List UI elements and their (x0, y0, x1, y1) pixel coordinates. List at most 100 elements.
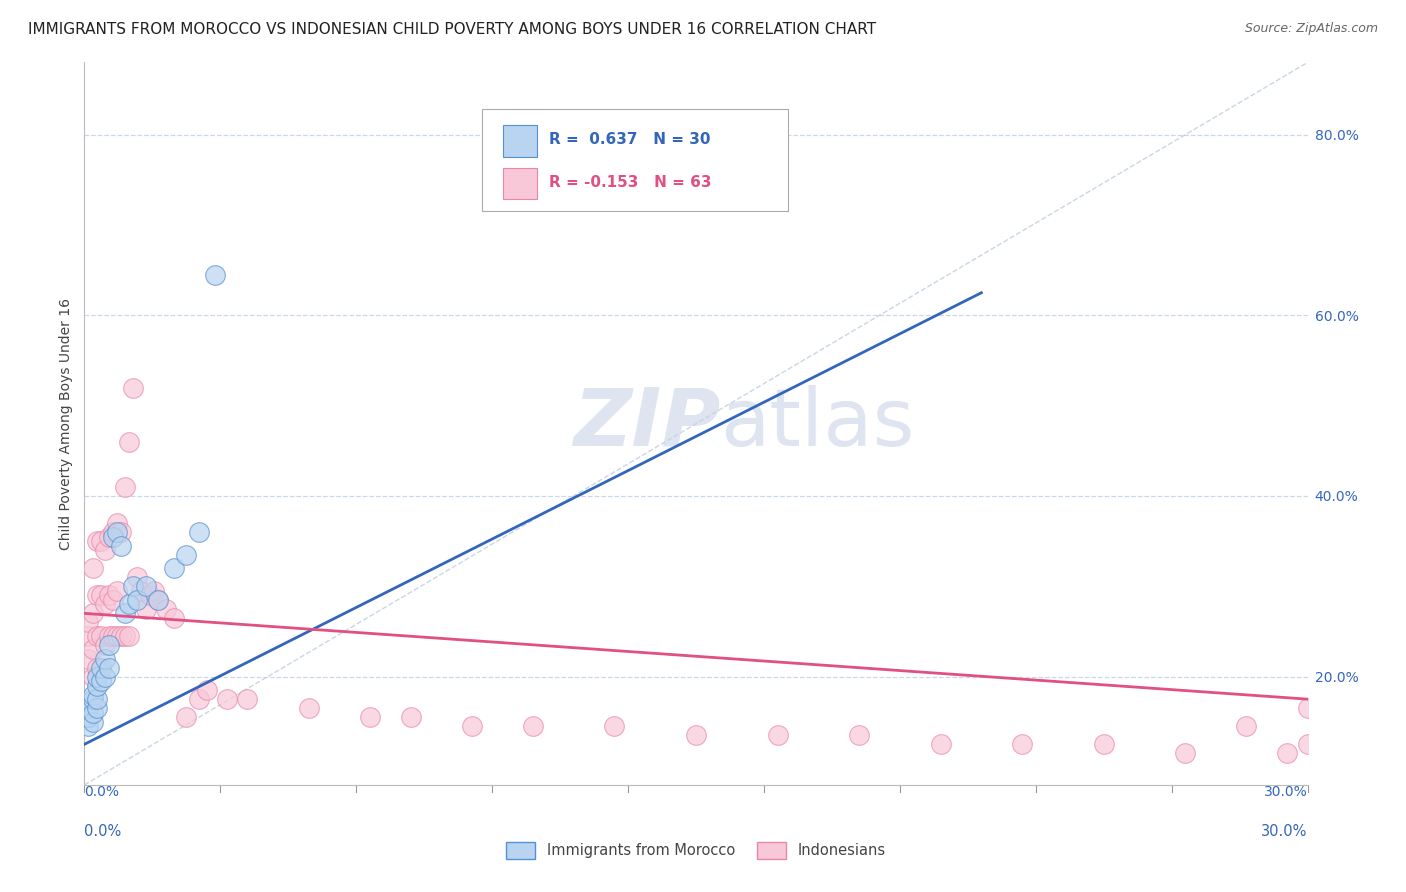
Point (461, 719, 484, 733)
Point (82, 692, 104, 706)
Point (1011, 737, 1033, 751)
Point (90, 588, 112, 602)
Point (110, 524, 132, 539)
Point (1174, 747, 1197, 761)
Point (522, 719, 544, 733)
Point (77, 629, 100, 643)
Point (195, 683, 218, 698)
Legend: Immigrants from Morocco, Indonesians: Immigrants from Morocco, Indonesians (501, 836, 891, 864)
Point (90, 674, 112, 689)
Point (766, 728, 789, 742)
Point (114, 480, 136, 494)
Point (77, 615, 100, 630)
Point (1092, 737, 1115, 751)
Text: atlas: atlas (720, 384, 915, 463)
Point (101, 530, 124, 544)
Point (135, 579, 157, 593)
Point (236, 692, 259, 706)
Point (359, 710, 381, 724)
Text: R = -0.153   N = 63: R = -0.153 N = 63 (550, 175, 711, 189)
Text: 30.0%: 30.0% (1261, 824, 1308, 838)
Point (97, 638, 120, 652)
Point (105, 516, 128, 530)
Text: 30.0%: 30.0% (1264, 785, 1308, 799)
Point (90, 534, 112, 549)
Point (174, 548, 197, 562)
Point (204, 268, 226, 282)
Point (217, 692, 239, 706)
Point (122, 579, 145, 593)
Point (187, 692, 209, 706)
Point (93, 543, 115, 558)
FancyBboxPatch shape (503, 168, 537, 199)
Point (1277, 747, 1299, 761)
Point (685, 728, 707, 742)
Point (90, 629, 112, 643)
Point (146, 592, 169, 607)
Text: 0.0%: 0.0% (84, 785, 120, 799)
Point (86, 588, 108, 602)
Point (82, 642, 104, 657)
Point (101, 524, 124, 539)
Point (86, 534, 108, 549)
Point (163, 561, 186, 575)
Point (86, 701, 108, 715)
Point (122, 380, 145, 394)
Text: Source: ZipAtlas.com: Source: ZipAtlas.com (1244, 22, 1378, 36)
Point (93, 651, 115, 665)
Point (82, 561, 104, 575)
Point (127, 570, 149, 584)
Text: 0.0%: 0.0% (84, 824, 121, 838)
Point (77, 710, 100, 724)
Point (155, 602, 177, 616)
Point (93, 598, 115, 612)
Point (298, 701, 321, 715)
Point (77, 701, 100, 715)
Point (127, 592, 149, 607)
Point (90, 660, 112, 674)
Point (86, 679, 108, 693)
Point (187, 524, 209, 539)
Point (77, 719, 100, 733)
Point (114, 607, 136, 621)
Point (93, 669, 115, 683)
Point (603, 719, 626, 733)
FancyBboxPatch shape (503, 125, 537, 157)
FancyBboxPatch shape (482, 110, 787, 211)
Point (86, 660, 108, 674)
Point (82, 607, 104, 621)
Point (101, 629, 124, 643)
Point (118, 629, 141, 643)
Point (86, 669, 108, 683)
Point (82, 714, 104, 729)
Point (142, 583, 165, 598)
Point (82, 706, 104, 720)
Point (110, 539, 132, 553)
Point (174, 710, 197, 724)
Point (77, 651, 100, 665)
Point (131, 583, 153, 598)
Point (146, 592, 169, 607)
Point (163, 611, 186, 625)
Point (82, 669, 104, 683)
Point (105, 583, 128, 598)
Point (135, 602, 157, 616)
Point (110, 629, 132, 643)
Point (86, 629, 108, 643)
Point (1236, 719, 1258, 733)
Point (399, 710, 422, 724)
Text: IMMIGRANTS FROM MOROCCO VS INDONESIAN CHILD POVERTY AMONG BOYS UNDER 16 CORRELAT: IMMIGRANTS FROM MOROCCO VS INDONESIAN CH… (28, 22, 876, 37)
Point (82, 688, 104, 702)
Point (97, 588, 120, 602)
Point (105, 629, 128, 643)
Point (105, 524, 128, 539)
Text: ZIP: ZIP (574, 384, 720, 463)
Point (929, 737, 952, 751)
Point (97, 530, 120, 544)
Point (97, 660, 120, 674)
Point (101, 592, 124, 607)
Point (1296, 701, 1319, 715)
Text: R =  0.637   N = 30: R = 0.637 N = 30 (550, 132, 710, 147)
Point (138, 588, 160, 602)
Point (86, 692, 108, 706)
